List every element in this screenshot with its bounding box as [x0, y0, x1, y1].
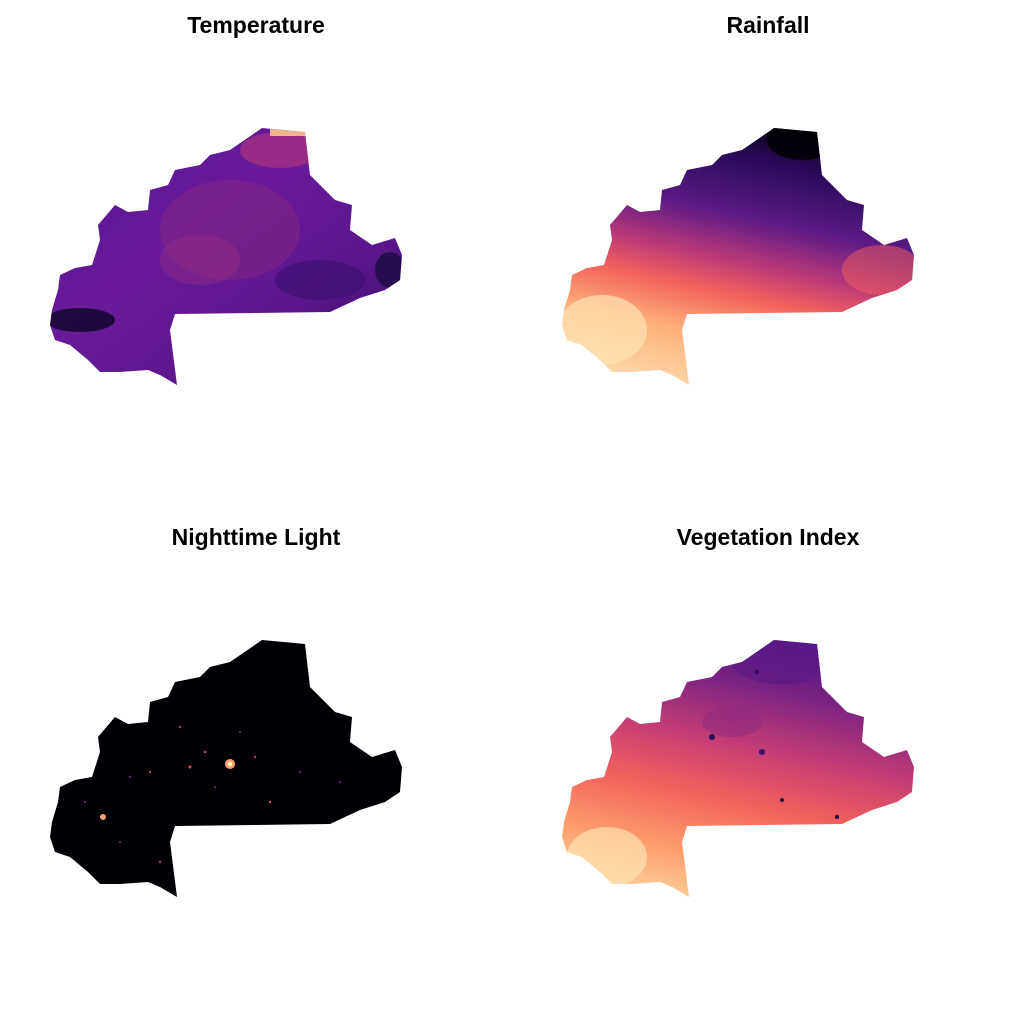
panel-rainfall: Rainfall — [512, 0, 1024, 512]
vegetation-index-raster-map — [562, 640, 914, 897]
panel-temperature: Temperature — [0, 0, 512, 512]
temperature-raster-map — [50, 128, 402, 385]
rainfall-raster-map — [562, 128, 914, 385]
panel-title-vegetation-index: Vegetation Index — [676, 524, 860, 550]
nighttime-light-raster-map — [50, 640, 402, 897]
panel-title-nighttime-light: Nighttime Light — [171, 524, 341, 550]
panel-nighttime-light: Nighttime Light — [0, 512, 512, 1024]
panel-title-temperature: Temperature — [187, 12, 325, 38]
panel-vegetation-index: Vegetation Index — [512, 512, 1024, 1024]
panel-title-rainfall: Rainfall — [726, 12, 810, 38]
